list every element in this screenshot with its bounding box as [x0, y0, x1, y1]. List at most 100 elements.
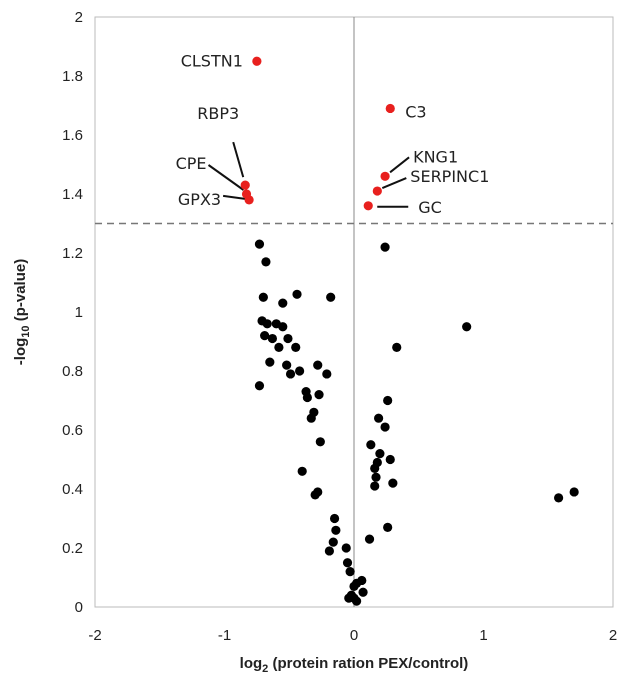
x-tick-label: 0	[350, 627, 358, 644]
data-point	[306, 413, 316, 423]
leader-line	[381, 177, 407, 189]
data-point	[569, 487, 579, 497]
y-tick-label: 1.6	[62, 127, 83, 144]
data-point	[274, 342, 284, 352]
data-point	[341, 543, 351, 553]
data-point	[267, 333, 278, 344]
leader-line	[207, 164, 245, 191]
data-point	[324, 546, 334, 556]
data-point	[322, 369, 332, 379]
nonsignificant-points	[254, 239, 579, 606]
significant-points	[240, 56, 395, 211]
data-point	[383, 395, 393, 406]
data-point	[260, 331, 270, 341]
significant-point	[385, 103, 395, 114]
significant-point	[372, 186, 382, 196]
data-point	[329, 513, 340, 524]
significant-point	[240, 180, 250, 190]
y-tick-label: 2	[75, 9, 83, 26]
data-point	[345, 567, 355, 577]
data-point	[370, 481, 380, 491]
data-point	[462, 322, 472, 332]
gene-label: GC	[418, 198, 442, 217]
y-axis-label: -log10 (p-value)	[12, 259, 32, 365]
significant-point	[244, 195, 254, 205]
y-tick-label: 1	[75, 304, 83, 321]
data-point	[371, 472, 381, 482]
data-point	[278, 298, 288, 308]
y-tick-label: 1.4	[62, 186, 83, 203]
leader-line	[222, 194, 246, 200]
gene-label: CLSTN1	[181, 51, 243, 70]
data-point	[357, 575, 367, 586]
significant-point	[380, 171, 390, 181]
data-point	[295, 366, 305, 376]
y-tick-labels: 0 0.2 0.4 0.6 0.8 1 1.2 1.4 1.6 1.8 2	[62, 9, 83, 616]
gene-label: GPX3	[178, 190, 221, 209]
data-point	[254, 239, 265, 249]
x-tick-label: 2	[609, 627, 617, 644]
x-tick-label: 1	[479, 627, 487, 644]
gene-label: C3	[405, 102, 426, 121]
data-point	[313, 487, 323, 497]
data-point	[344, 593, 354, 603]
y-tick-label: 1.8	[62, 68, 83, 85]
gene-label: CPE	[176, 154, 207, 173]
x-tick-label: -1	[218, 627, 231, 644]
y-tick-label: 0.8	[62, 363, 83, 380]
x-tick-label: -2	[88, 627, 101, 644]
data-point	[291, 342, 301, 352]
data-point	[297, 466, 307, 476]
gene-label: KNG1	[413, 147, 458, 166]
data-point	[254, 381, 265, 391]
y-tick-label: 0.2	[62, 540, 83, 557]
data-point	[385, 454, 395, 465]
data-point	[342, 558, 353, 568]
data-point	[392, 342, 402, 352]
gene-label: SERPINC1	[410, 167, 489, 186]
data-point	[285, 369, 296, 379]
y-tick-label: 0	[75, 599, 83, 616]
y-tick-label: 1.2	[62, 245, 83, 262]
data-point	[326, 292, 336, 302]
data-point	[366, 440, 376, 450]
significant-point	[363, 201, 373, 211]
data-point	[388, 478, 398, 488]
data-point	[374, 413, 384, 423]
data-point	[554, 493, 564, 503]
data-point	[265, 357, 275, 367]
data-point	[315, 437, 325, 447]
data-point	[282, 360, 292, 370]
data-point	[262, 319, 272, 329]
gene-label: RBP3	[197, 104, 239, 123]
label-leader-lines	[207, 141, 410, 208]
leader-line	[389, 156, 410, 174]
data-point	[292, 289, 302, 299]
data-point	[380, 422, 390, 432]
data-point	[302, 392, 312, 403]
data-point	[258, 292, 268, 302]
y-tick-label: 0.6	[62, 422, 83, 439]
data-point	[313, 360, 323, 370]
data-point	[370, 463, 380, 473]
data-point	[349, 581, 359, 591]
data-point	[278, 322, 288, 332]
data-point	[364, 534, 375, 544]
data-point	[351, 596, 362, 606]
data-point	[328, 537, 338, 547]
x-axis-label: log2 (protein ration PEX/control)	[240, 655, 469, 675]
data-point	[358, 587, 368, 597]
significant-point	[252, 56, 262, 66]
data-point	[375, 449, 385, 459]
data-point	[283, 333, 293, 344]
data-point	[380, 242, 390, 252]
x-tick-labels: -2 -1 0 1 2	[88, 627, 617, 644]
data-point	[331, 525, 341, 535]
leader-line	[232, 141, 245, 178]
data-point	[261, 257, 271, 267]
data-point	[314, 390, 324, 400]
y-tick-label: 0.4	[62, 481, 83, 498]
data-point	[383, 522, 393, 532]
